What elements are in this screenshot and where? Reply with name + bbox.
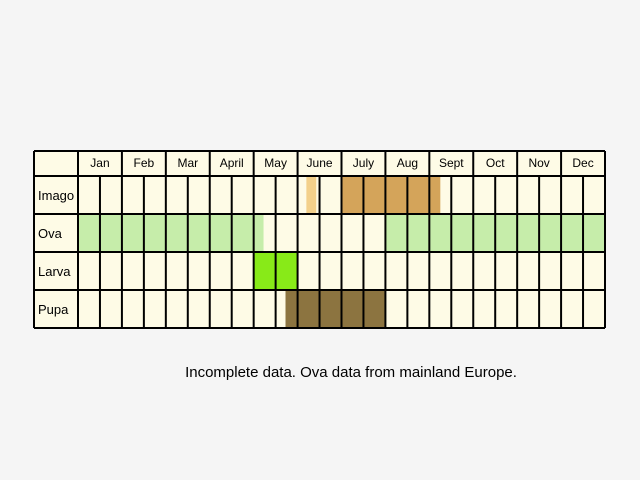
stage-label: Ova xyxy=(38,226,63,241)
imago-band-july-aug xyxy=(341,176,441,214)
stage-label: Imago xyxy=(38,188,74,203)
grid-labels: Jan Feb Mar April May June July Aug Sept Oct Nov De… xyxy=(38,156,594,317)
month-label: Feb xyxy=(134,156,155,170)
month-label: Oct xyxy=(486,156,505,170)
pupa-band-may-july xyxy=(285,290,386,328)
month-label: April xyxy=(220,156,244,170)
month-label: Dec xyxy=(572,156,593,170)
grid-lines xyxy=(33,150,606,329)
stage-label: Larva xyxy=(38,264,71,279)
stage-label: Pupa xyxy=(38,302,69,317)
month-label: Aug xyxy=(397,156,418,170)
month-label: Jan xyxy=(90,156,109,170)
ova-band-jan-april xyxy=(78,214,264,252)
footnote: Incomplete data. Ova data from mainland … xyxy=(185,364,517,381)
month-label: July xyxy=(353,156,374,170)
month-label: Nov xyxy=(528,156,549,170)
imago-band-early-june xyxy=(306,176,317,214)
month-label: Sept xyxy=(439,156,464,170)
month-label: June xyxy=(307,156,333,170)
month-label: Mar xyxy=(177,156,198,170)
month-label: May xyxy=(264,156,287,170)
